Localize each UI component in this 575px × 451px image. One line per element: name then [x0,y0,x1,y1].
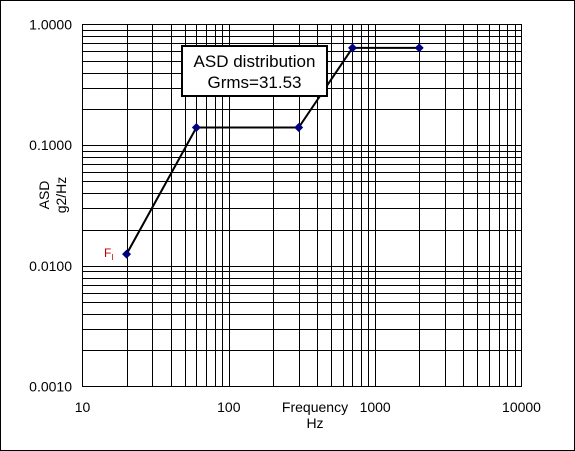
point-label-fi: FI [104,246,114,262]
y-tick-label: 1.0000 [29,17,72,33]
annotation-line-2: Grms=31.53 [207,73,301,92]
x-tick-label: 10000 [502,399,541,415]
y-axis-title-line-1: ASD [36,181,52,210]
x-axis-title-line-2: Hz [306,415,323,431]
x-tick-label: 10 [75,399,91,415]
data-point [191,123,201,133]
point-label-main: F [104,246,111,260]
annotation-line-1: ASD distribution [194,52,316,71]
series-asd [122,43,424,259]
annotation-box: ASD distribution Grms=31.53 [181,45,328,97]
y-axis-title-line-2: g2/Hz [53,177,69,214]
x-tick-label: 1000 [360,399,391,415]
data-point [347,43,357,53]
data-point [122,249,132,259]
y-tick-label: 0.1000 [29,137,72,153]
point-label-sub: I [111,253,113,262]
x-tick-labels: 10 100 1000 10000 [75,399,541,415]
annotation-frame [181,45,328,97]
data-point [414,43,424,53]
x-axis-title-line-1: Frequency [282,399,348,415]
y-tick-label: 0.0100 [29,258,72,274]
y-tick-label: 0.0010 [29,379,72,395]
y-tick-labels: 1.0000 0.1000 0.0100 0.0010 [29,17,72,395]
x-tick-label: 100 [217,399,241,415]
data-point [294,123,304,133]
